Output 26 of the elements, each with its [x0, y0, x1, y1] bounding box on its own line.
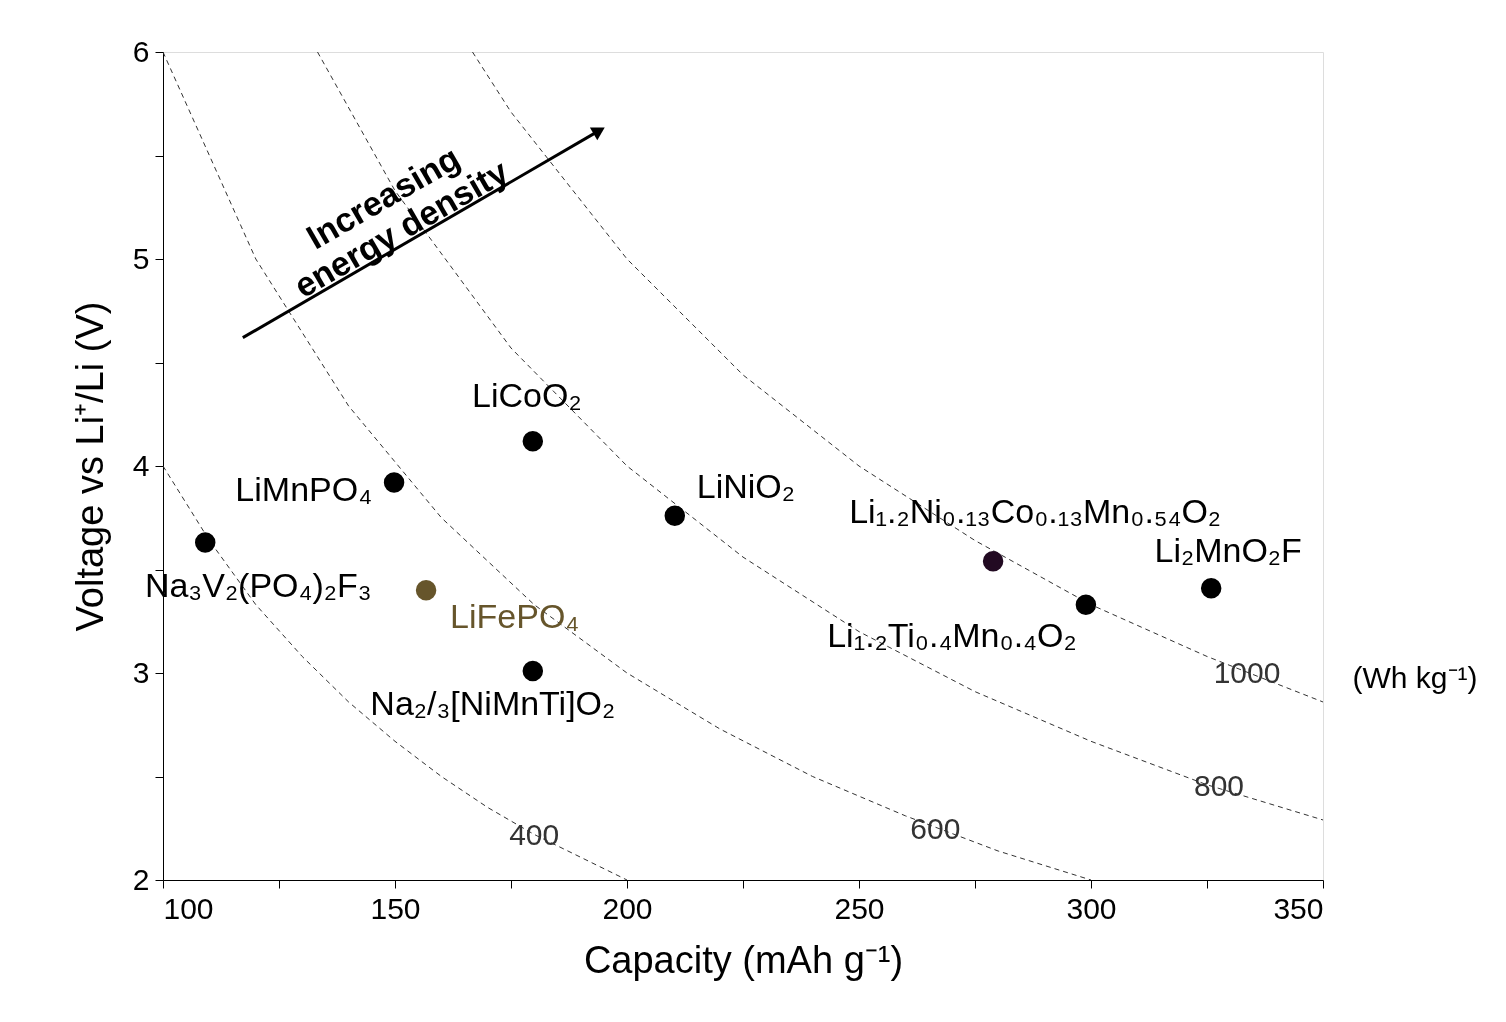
series-label: 400 [509, 818, 560, 852]
text: (Wh kg⁻¹) [1352, 661, 1478, 695]
series-label: LiNiO₂ [696, 466, 796, 505]
series-label: Li₂MnO₂F [1154, 531, 1302, 570]
x-axis-title: Capacity (mAh g⁻¹) [583, 938, 904, 981]
series-label: LiFePO₄ [450, 597, 580, 636]
series-label: 800 [1193, 768, 1245, 802]
y-tick-label: 5 [132, 241, 150, 275]
x-tick-label: 100 [163, 891, 214, 925]
x-tick-label: 300 [1066, 891, 1117, 925]
series-label: LiMnPO₄ [235, 469, 373, 508]
series-label: Na₂/₃[NiMnTi]O₂ [370, 683, 616, 722]
series-label: LiCoO₂ [472, 376, 582, 415]
x-tick-label: 150 [370, 891, 421, 925]
y-tick-label: 2 [132, 862, 150, 896]
series-label: 1000 [1213, 656, 1281, 690]
series-label: Li₁.₂Ni₀.₁₃Co₀.₁₃Mn₀.₅₄O₂ [849, 492, 1222, 531]
x-tick-label: 350 [1273, 891, 1324, 925]
y-tick-label: 3 [132, 655, 150, 689]
y-tick-label: 6 [132, 34, 150, 68]
x-tick-label: 200 [602, 891, 653, 925]
y-tick-label: 4 [132, 448, 150, 482]
x-tick-label: 250 [834, 891, 885, 925]
series-label: 600 [910, 811, 961, 845]
y-axis-title: Voltage vs Li⁺/Li (V) [68, 301, 111, 632]
series-label: Li₁.₂Ti₀.₄Mn₀.₄O₂ [827, 615, 1077, 654]
